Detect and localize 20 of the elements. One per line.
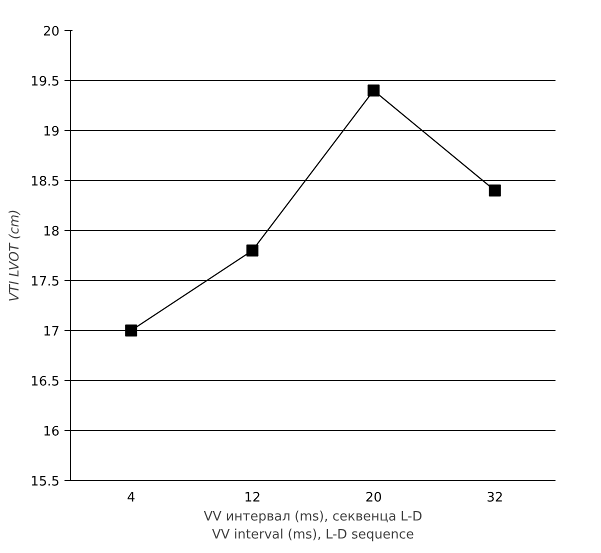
- x-axis-title: VV интервал (ms), секвенца L-D VV interval (ms), L-D sequence: [204, 510, 422, 542]
- y-tick-label: 18: [42, 224, 60, 240]
- x-tick-label: 20: [365, 490, 382, 506]
- point: [488, 184, 501, 196]
- x-tick-label: 4: [126, 490, 136, 506]
- y-axis-title: VTI LVOT (cm): [8, 209, 23, 302]
- y-tick-label: 19: [42, 124, 60, 140]
- point: [125, 324, 138, 336]
- y-tick-label: 18.5: [30, 174, 60, 190]
- y-tick-label: 16.5: [30, 374, 60, 390]
- x-tick-label: 32: [486, 490, 504, 506]
- y-tick-label: 17: [42, 324, 60, 340]
- point: [246, 244, 258, 256]
- y-tick-label: 15.5: [30, 474, 60, 490]
- y-tick-label: 16: [42, 424, 60, 440]
- x-tick-label: 12: [244, 490, 261, 506]
- y-tick-label: 20: [42, 24, 60, 40]
- point: [368, 84, 380, 96]
- y-tick-label: 19.5: [30, 74, 60, 90]
- y-tick-label: 17.5: [30, 274, 60, 290]
